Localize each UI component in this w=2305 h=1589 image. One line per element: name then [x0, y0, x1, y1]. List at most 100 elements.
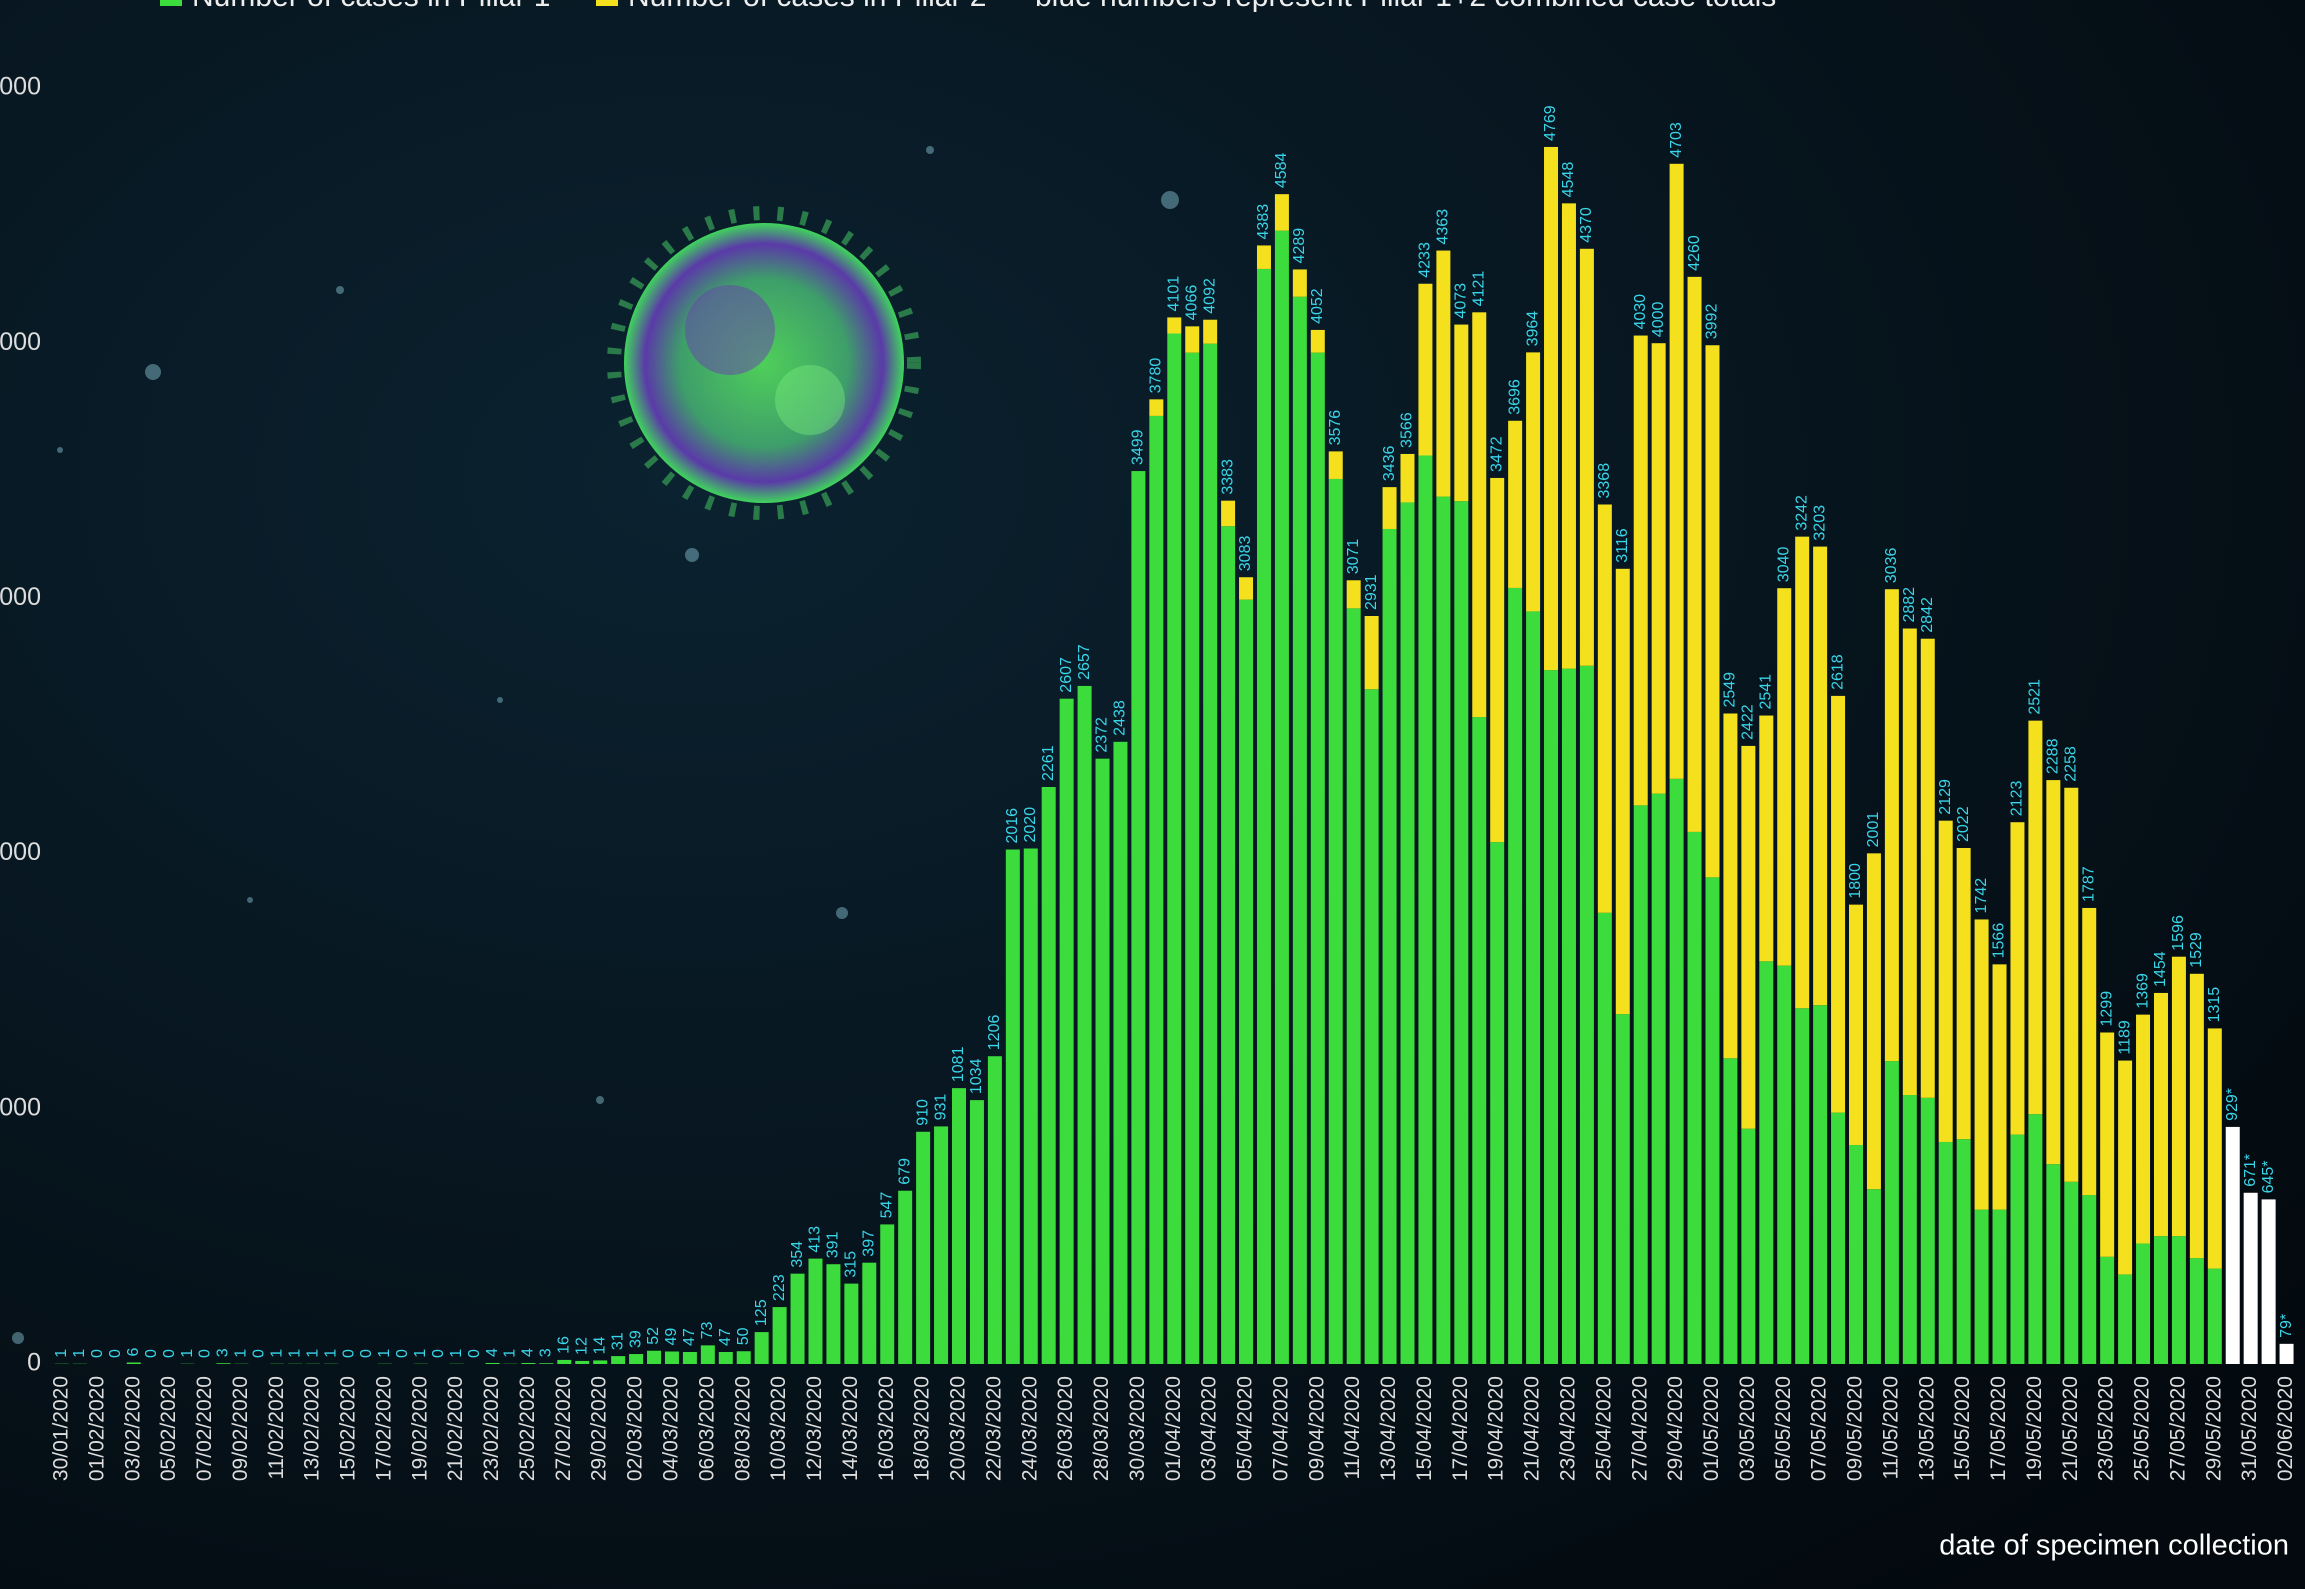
bar-segment [1795, 536, 1810, 1009]
x-tick-label: 25/05/2020 [2131, 1376, 2154, 1481]
total-label: 1189 [2116, 1020, 2133, 1055]
bar-segment [1777, 588, 1792, 966]
total-label: 391 [825, 1231, 842, 1258]
bar-segment [2225, 1126, 2240, 1364]
total-label: 2129 [1937, 779, 1954, 815]
total-label: 1742 [1973, 878, 1990, 914]
bar-segment [629, 1354, 644, 1364]
bar-segment [485, 1362, 500, 1364]
total-label: 1 [179, 1349, 196, 1358]
total-label: 910 [914, 1099, 931, 1126]
total-label: 0 [430, 1349, 447, 1358]
legend-swatch [160, 0, 182, 6]
bar-segment [1239, 599, 1254, 1364]
total-label: 2261 [1040, 745, 1057, 781]
x-tick-label: 19/02/2020 [408, 1376, 431, 1481]
total-label: 1 [376, 1349, 393, 1358]
x-tick-label: 03/05/2020 [1736, 1376, 1759, 1481]
x-tick-label: 20/03/2020 [947, 1376, 970, 1481]
legend-label: Number of cases in Pillar 1 [192, 0, 550, 13]
total-label: 0 [89, 1349, 106, 1358]
y-tick-label: 3000 [0, 583, 41, 611]
x-tick-label: 09/02/2020 [229, 1376, 252, 1481]
bar-segment [2136, 1014, 2151, 1244]
total-label: 679 [896, 1158, 913, 1185]
total-label: 547 [878, 1192, 895, 1219]
x-tick-label: 27/04/2020 [1628, 1376, 1651, 1481]
bar-segment [1292, 296, 1307, 1364]
bar-segment [1185, 352, 1200, 1364]
bar-segment [1221, 526, 1236, 1364]
total-label: 3071 [1345, 539, 1362, 575]
bar-segment [1023, 848, 1038, 1364]
bar-segment [2082, 907, 2097, 1196]
bar-segment [611, 1356, 626, 1364]
x-tick-label: 21/04/2020 [1521, 1376, 1544, 1481]
x-tick-label: 23/02/2020 [480, 1376, 503, 1481]
x-tick-label: 17/05/2020 [1987, 1376, 2010, 1481]
bar-segment [1992, 964, 2007, 1210]
bar-segment [2118, 1060, 2133, 1275]
total-label: 1 [268, 1349, 285, 1358]
total-label: 931 [932, 1094, 949, 1121]
total-label: 315 [843, 1251, 860, 1278]
bar-segment [1346, 580, 1361, 609]
x-tick-label: 25/04/2020 [1592, 1376, 1615, 1481]
bar-segment [1956, 847, 1971, 1140]
bar-segment [1938, 1141, 1953, 1364]
total-label: 50 [735, 1327, 752, 1345]
total-label: 0 [340, 1349, 357, 1358]
total-label: 2521 [2027, 679, 2044, 715]
bar-segment [1490, 477, 1505, 843]
legend-swatch [596, 0, 618, 6]
total-label: 4101 [1165, 276, 1182, 312]
x-tick-label: 14/03/2020 [839, 1376, 862, 1481]
total-label: 1566 [1991, 923, 2008, 959]
total-label: 3499 [1130, 429, 1147, 465]
bar-segment [593, 1360, 608, 1364]
legend-note: blue numbers represent Pillar 1+2 combin… [1035, 0, 1776, 13]
total-label: 929* [2224, 1088, 2241, 1121]
total-label: 1787 [2080, 866, 2097, 902]
x-tick-label: 30/01/2020 [50, 1376, 73, 1481]
bar-segment [1167, 317, 1182, 334]
bar-segment [1813, 1005, 1828, 1364]
bar-segment [1723, 1058, 1738, 1364]
total-label: 4703 [1668, 122, 1685, 158]
total-label: 2842 [1919, 597, 1936, 633]
bar-segment [1256, 245, 1271, 269]
x-tick-label: 01/04/2020 [1162, 1376, 1185, 1481]
total-label: 2882 [1901, 587, 1918, 623]
bar-segment [1167, 333, 1182, 1364]
bar-segment [1723, 713, 1738, 1059]
total-label: 2931 [1363, 574, 1380, 610]
total-label: 1 [502, 1349, 519, 1358]
x-tick-label: 15/02/2020 [337, 1376, 360, 1481]
total-label: 4121 [1470, 271, 1487, 307]
total-label: 1299 [2098, 991, 2115, 1027]
total-label: 2016 [1004, 808, 1021, 844]
bar-segment [1920, 1097, 1935, 1364]
bar-segment [1274, 230, 1289, 1365]
x-tick-label: 21/05/2020 [2059, 1376, 2082, 1481]
x-tick-label: 07/04/2020 [1269, 1376, 1292, 1481]
bar-segment [1544, 146, 1559, 671]
legend: Number of cases in Pillar 1 Number of ca… [160, 0, 1776, 13]
bar-segment [1597, 504, 1612, 913]
bar-segment [1203, 319, 1218, 344]
x-tick-label: 28/03/2020 [1090, 1376, 1113, 1481]
y-tick-label: 5000 [0, 73, 41, 101]
total-label: 3566 [1399, 412, 1416, 448]
total-label: 39 [627, 1330, 644, 1348]
x-tick-label: 17/02/2020 [372, 1376, 395, 1481]
bar-segment [1849, 904, 1863, 1146]
bar-segment [1310, 352, 1325, 1364]
bar-segment [2153, 992, 2168, 1237]
bar-segment [1831, 1112, 1846, 1364]
bar-segment [754, 1332, 769, 1364]
bar-segment [2100, 1032, 2115, 1257]
total-label: 6 [125, 1347, 142, 1356]
bar-segment [126, 1362, 141, 1364]
bar-segment [1508, 420, 1523, 588]
bar-segment [1418, 455, 1433, 1364]
